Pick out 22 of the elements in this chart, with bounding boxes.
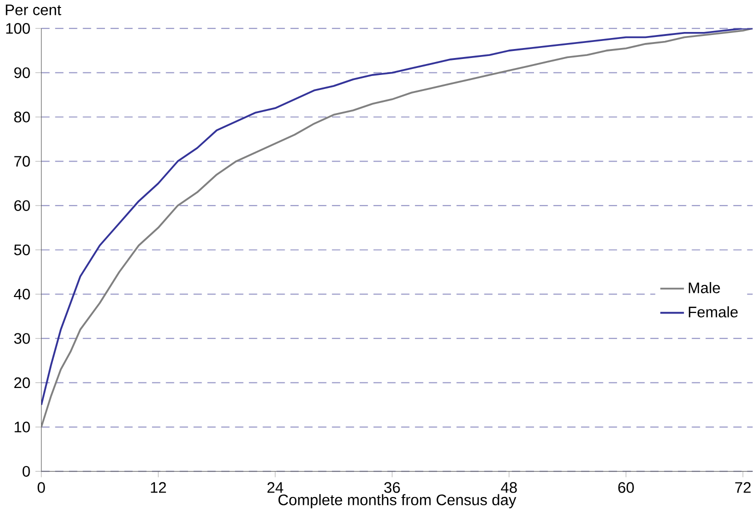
y-tick-label: 40 — [14, 288, 30, 300]
x-tick-label: 12 — [150, 482, 166, 493]
y-tick-label: 20 — [14, 377, 30, 388]
x-tick-label: 60 — [618, 482, 634, 493]
x-axis-title: Complete months from Census day — [278, 494, 516, 508]
y-tick-label: 60 — [14, 200, 30, 212]
legend-label: Female — [688, 306, 738, 318]
y-tick-label: 10 — [14, 422, 30, 432]
y-tick-label: 30 — [14, 333, 30, 344]
x-tick-label: 72 — [735, 482, 751, 493]
y-tick-label: 80 — [14, 112, 30, 122]
y-tick-label: 50 — [14, 244, 30, 256]
y-tick-label: 0 — [22, 466, 30, 477]
x-tick-label: 0 — [38, 482, 45, 493]
legend-label: Male — [688, 282, 720, 294]
y-tick-label: 70 — [14, 156, 30, 167]
x-tick-label: 36 — [384, 482, 400, 493]
x-tick-label: 48 — [500, 482, 517, 493]
y-tick-label: 100 — [6, 23, 30, 34]
y-axis-title: Per cent — [6, 4, 62, 16]
x-tick-label: 24 — [267, 482, 284, 493]
y-tick-label: 90 — [14, 67, 30, 78]
